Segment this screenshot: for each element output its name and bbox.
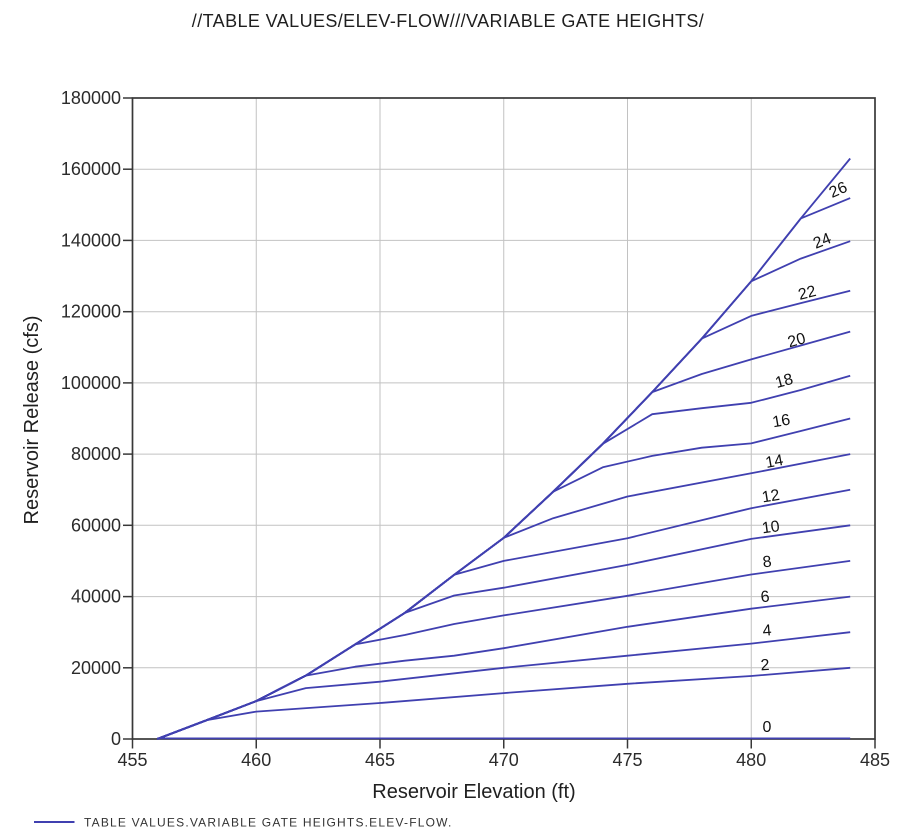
svg-text:80000: 80000 [71, 444, 121, 464]
svg-text:160000: 160000 [61, 159, 121, 179]
svg-text:0: 0 [763, 719, 772, 736]
svg-text:4: 4 [762, 622, 772, 640]
svg-text://TABLE VALUES/ELEV-FLOW///VAR: //TABLE VALUES/ELEV-FLOW///VARIABLE GATE… [192, 11, 704, 31]
svg-text:470: 470 [489, 750, 519, 770]
svg-text:485: 485 [860, 750, 890, 770]
svg-text:22: 22 [797, 283, 819, 304]
svg-text:10: 10 [761, 518, 781, 537]
svg-text:Reservoir Elevation (ft): Reservoir Elevation (ft) [372, 781, 575, 803]
svg-text:20000: 20000 [71, 658, 121, 678]
svg-text:460: 460 [241, 750, 271, 770]
svg-text:26: 26 [827, 179, 850, 202]
svg-text:6: 6 [760, 588, 771, 606]
svg-text:TABLE VALUES.VARIABLE GATE HEI: TABLE VALUES.VARIABLE GATE HEIGHTS.ELEV-… [84, 816, 453, 830]
svg-text:100000: 100000 [61, 373, 121, 393]
svg-text:120000: 120000 [61, 302, 121, 322]
svg-text:475: 475 [612, 750, 642, 770]
svg-text:8: 8 [762, 553, 773, 571]
svg-text:465: 465 [365, 750, 395, 770]
svg-text:2: 2 [760, 657, 770, 675]
svg-text:0: 0 [111, 729, 121, 749]
svg-text:180000: 180000 [61, 88, 121, 108]
svg-text:60000: 60000 [71, 515, 121, 535]
svg-text:16: 16 [771, 412, 792, 432]
svg-text:140000: 140000 [61, 230, 121, 250]
svg-text:12: 12 [761, 487, 781, 507]
svg-text:24: 24 [811, 230, 834, 252]
svg-text:Reservoir Release (cfs): Reservoir Release (cfs) [21, 316, 43, 525]
svg-text:480: 480 [736, 750, 766, 770]
svg-text:455: 455 [117, 750, 147, 770]
svg-text:18: 18 [773, 371, 795, 392]
svg-text:14: 14 [764, 452, 785, 472]
svg-text:20: 20 [786, 330, 808, 351]
svg-text:40000: 40000 [71, 587, 121, 607]
